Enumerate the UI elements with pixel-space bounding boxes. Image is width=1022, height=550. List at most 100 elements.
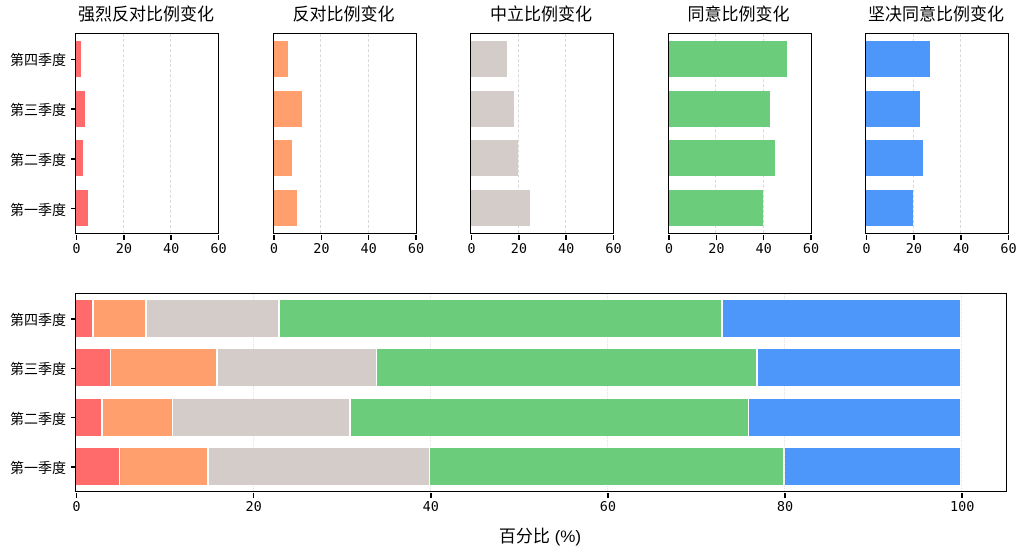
stacked-bar-segment (784, 447, 961, 485)
small-chart-plot-area (272, 33, 417, 234)
x-tick-label: 60 (802, 241, 820, 257)
stacked-bar-segment (76, 349, 110, 387)
stacked-chart-plot-area (75, 293, 1007, 492)
bar (471, 190, 531, 227)
stacked-bar-segment (173, 398, 350, 436)
x-tick-mark (784, 493, 786, 498)
bar (471, 90, 514, 127)
x-tick-label: 20 (510, 241, 527, 257)
x-tick-label: 0 (862, 241, 871, 257)
x-tick-mark (1007, 235, 1010, 240)
x-tick-mark (75, 493, 78, 498)
x-tick-mark (961, 493, 963, 498)
stacked-bar-segment (758, 349, 961, 387)
x-tick-mark (913, 235, 915, 240)
x-tick-mark (252, 493, 255, 498)
grid-line (784, 294, 786, 491)
x-tick-mark (415, 235, 417, 240)
y-category-label: 第二季度 (10, 151, 66, 168)
bar (273, 40, 288, 77)
stacked-bar-segment (102, 398, 172, 436)
x-tick-label: 40 (422, 499, 439, 515)
bar (668, 40, 787, 77)
grid-line (762, 34, 764, 233)
x-tick-label: 60 (605, 241, 622, 257)
bar (273, 190, 298, 227)
stacked-bar-segment (146, 300, 279, 338)
x-tick-label: 20 (245, 499, 262, 515)
x-tick-mark (320, 235, 323, 240)
stacked-bar-segment (76, 447, 119, 485)
grid-line (170, 34, 172, 233)
bar (668, 190, 764, 227)
bar (273, 140, 293, 177)
stacked-bar-segment (377, 349, 757, 387)
bar (668, 140, 775, 177)
x-tick-label: 40 (558, 241, 575, 257)
x-tick-mark (170, 235, 172, 240)
bar (76, 40, 81, 77)
x-tick-label: 0 (467, 241, 476, 257)
x-tick-label: 60 (1000, 241, 1017, 257)
x-tick-mark (217, 235, 220, 240)
x-tick-mark (865, 235, 868, 240)
small-chart-title: 反对比例变化 (292, 5, 395, 24)
y-category-label: 第一季度 (10, 459, 66, 476)
bar (273, 90, 302, 127)
grid-line (122, 34, 124, 233)
y-tick-mark (70, 58, 75, 61)
x-tick-label: 60 (210, 241, 227, 257)
small-chart-plot-area (865, 33, 1009, 234)
x-tick-label: 100 (950, 499, 975, 515)
grid-line (961, 294, 963, 491)
grid-line (715, 34, 717, 233)
x-tick-mark (75, 235, 78, 240)
bar (668, 90, 771, 127)
x-tick-mark (810, 235, 812, 240)
grid-line (367, 34, 369, 233)
y-tick-mark (70, 318, 75, 320)
y-tick-mark (70, 108, 75, 110)
x-tick-label: 0 (72, 241, 81, 257)
x-tick-mark (612, 235, 615, 240)
bar (471, 40, 507, 77)
small-chart-plot-area (75, 33, 219, 234)
x-tick-label: 20 (313, 241, 330, 257)
x-tick-label: 0 (72, 499, 81, 515)
bar (866, 140, 923, 177)
y-tick-mark (70, 367, 75, 370)
grid-line (429, 294, 431, 491)
stacked-bar-segment (430, 447, 784, 485)
x-tick-mark (715, 235, 718, 240)
grid-line (517, 34, 519, 233)
x-tick-label: 80 (776, 499, 794, 515)
stacked-bar-segment (722, 300, 961, 338)
small-chart-title: 同意比例变化 (687, 5, 790, 24)
stacked-bar-segment (279, 300, 722, 338)
y-category-label: 第一季度 (10, 201, 66, 218)
x-tick-label: 40 (360, 241, 377, 257)
x-tick-label: 40 (163, 241, 180, 257)
x-tick-label: 0 (269, 241, 279, 257)
grid-line (606, 294, 608, 491)
small-chart-plot-area (470, 33, 614, 234)
stacked-bar-segment (76, 398, 102, 436)
grid-line (320, 34, 322, 233)
x-tick-mark (762, 235, 765, 240)
x-tick-label: 20 (708, 241, 725, 257)
stacked-bar-segment (749, 398, 961, 436)
x-tick-label: 20 (115, 241, 132, 257)
stacked-bar-segment (208, 447, 429, 485)
bar (76, 190, 88, 227)
x-tick-mark (430, 493, 432, 498)
x-tick-label: 40 (953, 241, 970, 257)
grid-line (912, 34, 914, 233)
x-tick-mark (273, 235, 275, 240)
y-tick-mark (70, 416, 75, 419)
grid-line (960, 34, 962, 233)
x-tick-mark (123, 235, 125, 240)
stacked-bar-segment (76, 300, 93, 338)
x-tick-mark (668, 235, 670, 240)
x-tick-label: 60 (407, 241, 425, 257)
